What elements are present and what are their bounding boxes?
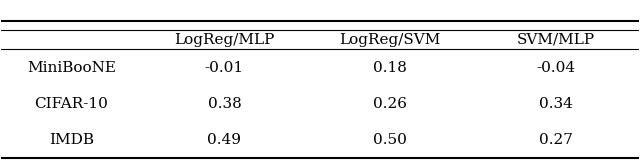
Text: 0.26: 0.26: [373, 97, 407, 111]
Text: CIFAR-10: CIFAR-10: [35, 97, 108, 111]
Text: 0.27: 0.27: [539, 133, 573, 147]
Text: -0.04: -0.04: [536, 61, 575, 75]
Text: 0.38: 0.38: [207, 97, 241, 111]
Text: 0.18: 0.18: [373, 61, 407, 75]
Text: MiniBooNE: MiniBooNE: [27, 61, 116, 75]
Text: IMDB: IMDB: [49, 133, 94, 147]
Text: LogReg/SVM: LogReg/SVM: [339, 33, 441, 47]
Text: -0.01: -0.01: [205, 61, 244, 75]
Text: SVM/MLP: SVM/MLP: [516, 33, 595, 47]
Text: LogReg/MLP: LogReg/MLP: [174, 33, 275, 47]
Text: 0.49: 0.49: [207, 133, 241, 147]
Text: 0.34: 0.34: [539, 97, 573, 111]
Text: 0.50: 0.50: [373, 133, 407, 147]
